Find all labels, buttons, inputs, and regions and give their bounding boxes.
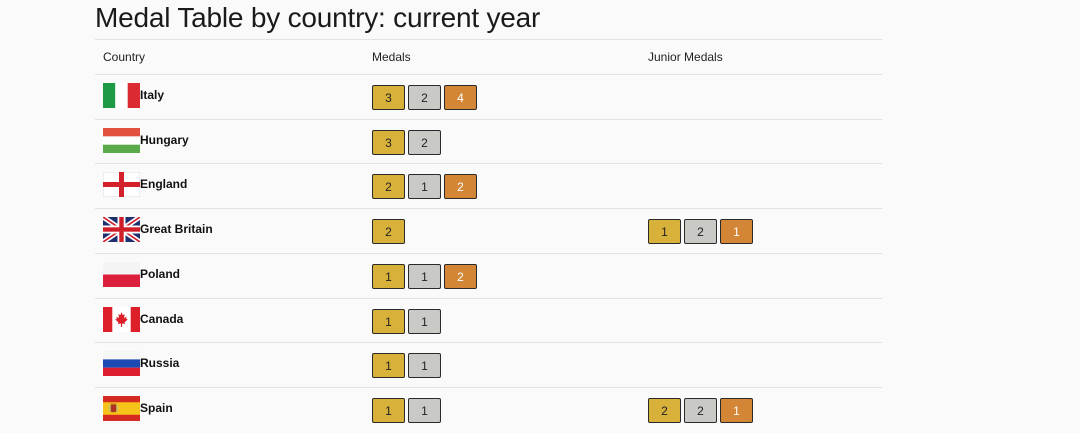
gold-medal-count: 3 (372, 130, 405, 155)
silver-medal-count: 1 (408, 398, 441, 423)
row-divider (95, 253, 882, 254)
gold-medal-count: 3 (372, 85, 405, 110)
silver-medal-count: 1 (408, 309, 441, 334)
table-row: England 2 1 2 (95, 164, 882, 209)
table-row: Poland 1 1 2 (95, 254, 882, 299)
row-divider (95, 208, 882, 209)
silver-medal-count: 2 (684, 219, 717, 244)
silver-medal-count: 1 (408, 353, 441, 378)
table-row: Spain 1 1 2 2 1 (95, 388, 882, 433)
italy-flag-icon (103, 83, 140, 108)
bronze-medal-count: 4 (444, 85, 477, 110)
row-divider (95, 163, 882, 164)
country-name: Spain (140, 401, 173, 415)
page-title: Medal Table by country: current year (95, 2, 541, 33)
table-row: Italy 3 2 4 (95, 75, 882, 120)
silver-medal-count: 1 (408, 264, 441, 289)
header-junior-medals: Junior Medals (648, 50, 723, 64)
gold-medal-count: 2 (372, 219, 405, 244)
row-divider (95, 119, 882, 120)
bronze-medal-count: 2 (444, 264, 477, 289)
gold-medal-count: 1 (648, 219, 681, 244)
spain-flag-icon (103, 396, 140, 421)
table-row: Hungary 3 2 (95, 120, 882, 165)
divider (95, 74, 882, 75)
hungary-flag-icon (103, 128, 140, 153)
header-country: Country (103, 50, 146, 64)
country-name: Hungary (140, 133, 189, 147)
row-divider (95, 342, 882, 343)
row-divider (95, 387, 882, 388)
medals-group: 2 (372, 219, 405, 244)
canada-flag-icon (103, 307, 140, 332)
table-row: Canada 1 1 (95, 299, 882, 344)
bronze-medal-count: 1 (720, 398, 753, 423)
gold-medal-count: 2 (648, 398, 681, 423)
silver-medal-count: 1 (408, 174, 441, 199)
divider (95, 39, 882, 40)
row-divider (95, 298, 882, 299)
table-row: Russia 1 1 (95, 343, 882, 388)
gold-medal-count: 2 (372, 174, 405, 199)
country-name: Canada (140, 312, 184, 326)
england-flag-icon (103, 172, 140, 197)
poland-flag-icon (103, 262, 140, 287)
bronze-medal-count: 1 (720, 219, 753, 244)
gold-medal-count: 1 (372, 398, 405, 423)
gold-medal-count: 1 (372, 309, 405, 334)
country-name: Russia (140, 356, 180, 370)
russia-flag-icon (103, 351, 140, 376)
great-britain-flag-icon (103, 217, 140, 242)
country-name: Great Britain (140, 222, 213, 236)
table-row: Great Britain 2 1 2 1 (95, 209, 882, 254)
country-name: Poland (140, 267, 181, 281)
silver-medal-count: 2 (408, 85, 441, 110)
country-name: Italy (140, 88, 165, 102)
country-name: England (140, 177, 188, 191)
bronze-medal-count: 2 (444, 174, 477, 199)
silver-medal-count: 2 (684, 398, 717, 423)
gold-medal-count: 1 (372, 353, 405, 378)
gold-medal-count: 1 (372, 264, 405, 289)
header-medals: Medals (372, 50, 411, 64)
silver-medal-count: 2 (408, 130, 441, 155)
